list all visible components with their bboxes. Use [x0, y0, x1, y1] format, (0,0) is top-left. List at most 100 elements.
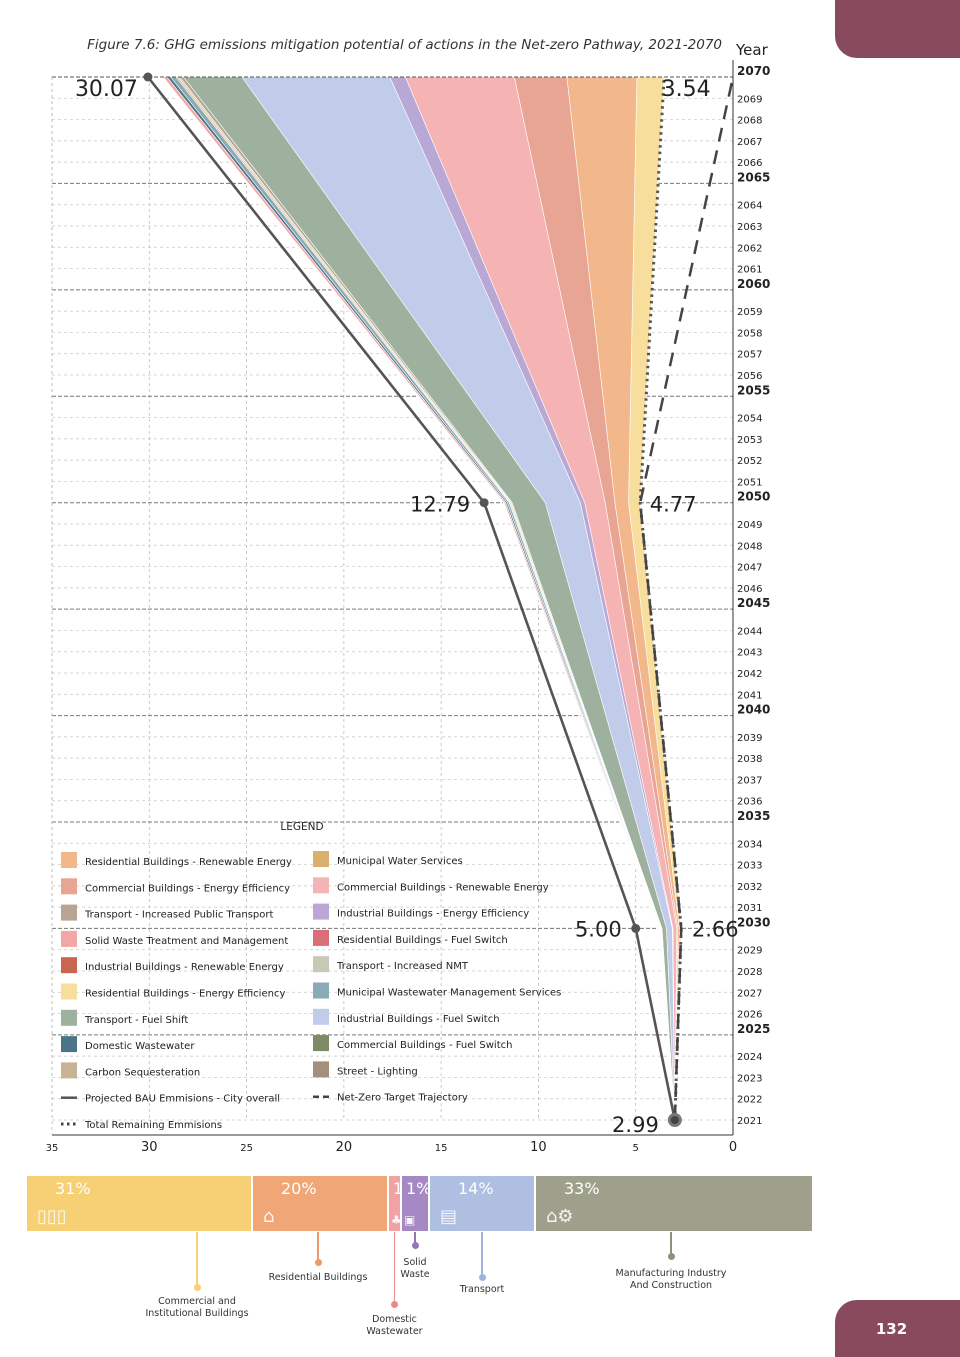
y-tick-label: 2031: [737, 903, 762, 914]
bus-icon: ▤: [440, 1206, 458, 1227]
y-tick-label: 2027: [737, 988, 762, 999]
y-tick-label: 2035: [737, 809, 770, 823]
sector-pin-line: [393, 1232, 396, 1304]
y-tick-label: 2033: [737, 861, 762, 872]
factory-icon: ⌂⚙: [546, 1206, 574, 1227]
legend-title: LEGEND: [280, 821, 323, 833]
value-label: 5.00: [575, 917, 622, 941]
legend-swatch: [313, 956, 329, 973]
y-tick-label: 2051: [737, 477, 762, 488]
bau-emissions-line: [146, 76, 677, 1121]
x-tick-label: 35: [46, 1143, 59, 1154]
bau-point: [479, 498, 489, 508]
sector-share-value: 1%: [406, 1179, 432, 1198]
figure-title: Figure 7.6: GHG emissions mitigation pot…: [87, 37, 722, 53]
y-tick-label: 2068: [737, 116, 762, 127]
legend-label: Transport - Increased Public Transport: [84, 910, 274, 921]
legend-swatch: [61, 983, 77, 1000]
sector-share-value: 31%: [55, 1179, 91, 1198]
y-tick-label: 2062: [737, 243, 762, 254]
legend-label: Carbon Sequesteration: [85, 1067, 200, 1078]
x-tick-label: 20: [336, 1140, 353, 1155]
sector-label: Domestic Wastewater: [366, 1314, 423, 1337]
y-tick-label: 2060: [737, 277, 770, 291]
legend-swatch: [313, 851, 329, 867]
y-tick-label: 2022: [737, 1095, 762, 1106]
y-tick-label: 2067: [737, 137, 762, 148]
y-tick-label: 2052: [737, 456, 762, 467]
y-tick-label: 2047: [737, 563, 762, 574]
legend-label: Projected BAU Emmisions - City overall: [85, 1094, 280, 1105]
legend-label: Domestic Wastewater: [85, 1041, 195, 1052]
legend-swatch: [313, 1035, 329, 1052]
y-tick-label: 2066: [737, 158, 762, 169]
net-zero-trajectory-line: [638, 76, 735, 1121]
legend-swatch: [313, 1008, 329, 1025]
sector-pin-dot: [391, 1301, 398, 1308]
y-tick-label: 2042: [737, 669, 762, 680]
y-tick-label: 2037: [737, 775, 762, 786]
y-tick-label: 2070: [737, 64, 770, 78]
sector-label: Transport: [459, 1284, 505, 1295]
y-tick-label: 2032: [737, 882, 762, 893]
sector-label: Commercial and Institutional Buildings: [145, 1296, 249, 1319]
legend-swatch: [61, 1009, 77, 1026]
y-tick-label: 2043: [737, 648, 762, 659]
value-label: 2.66: [692, 917, 739, 941]
x-tick-label: 15: [435, 1143, 448, 1154]
legend-label: Street - Lighting: [337, 1066, 418, 1077]
y-tick-label: 2028: [737, 967, 762, 978]
legend-swatch: [313, 1061, 329, 1078]
legend-label: Residential Buildings - Renewable Energy: [85, 857, 292, 868]
x-tick-label: 10: [530, 1140, 547, 1155]
sector-pin-dot: [193, 1284, 201, 1291]
y-tick-label: 2026: [737, 1010, 762, 1021]
y-tick-label: 2034: [737, 839, 762, 850]
x-tick-label: 30: [141, 1140, 158, 1155]
y-tick-label: 2050: [737, 490, 770, 504]
legend-label: Commercial Buildings - Energy Efficiency: [85, 883, 290, 894]
page-number: 132: [835, 1300, 960, 1357]
value-label: 30.07: [75, 77, 138, 102]
value-label: 4.77: [650, 493, 697, 517]
y-tick-label: 2041: [737, 690, 762, 701]
legend-swatch: [313, 903, 329, 920]
x-tick-label: 5: [633, 1143, 639, 1154]
legend-label: Residential Buildings - Fuel Switch: [337, 935, 508, 946]
legend-swatch: [61, 904, 77, 921]
y-tick-label: 2061: [737, 265, 762, 276]
sector-pin-line: [481, 1232, 483, 1277]
sector-segment: 20% ⌂: [253, 1176, 387, 1231]
y-tick-label: 2053: [737, 435, 762, 446]
y-axis-title: Year: [735, 41, 769, 59]
sector-pin-dot: [411, 1242, 419, 1249]
sector-share-bar: 31% ▯▯▯ 20% ⌂ 1%♣1% ▣ 14%▤ 33% ⌂⚙: [27, 1176, 829, 1231]
sector-label: Solid Waste: [400, 1257, 430, 1280]
legend-swatch: [61, 930, 77, 947]
legend-label: Municipal Wastewater Management Services: [337, 988, 561, 999]
legend-label: Industrial Buildings - Renewable Energy: [85, 962, 284, 973]
y-tick-label: 2025: [737, 1022, 770, 1036]
sector-share-value: 14%: [458, 1179, 494, 1198]
legend-swatch: [61, 1062, 77, 1079]
legend-swatch: [61, 852, 77, 868]
sector-pin-dot: [478, 1274, 486, 1281]
legend-label: Transport - Increased NMT: [336, 961, 469, 972]
bau-point: [143, 72, 153, 82]
sector-pin-line: [196, 1232, 198, 1287]
legend-swatch: [313, 929, 329, 946]
sector-pin-line: [317, 1232, 319, 1262]
tree-icon: ♣: [391, 1213, 402, 1227]
sector-pin-dot: [667, 1253, 675, 1260]
sector-label: Residential Buildings: [268, 1272, 368, 1283]
y-tick-label: 2029: [737, 946, 762, 957]
sector-share-value: 20%: [281, 1179, 317, 1198]
y-tick-label: 2044: [737, 626, 762, 637]
legend-swatch: [61, 1036, 77, 1053]
legend-label: Residential Buildings - Energy Efficienc…: [85, 989, 285, 1000]
legend-label: Industrial Buildings - Fuel Switch: [337, 1014, 500, 1025]
y-tick-label: 2030: [737, 915, 770, 929]
y-tick-label: 2048: [737, 541, 762, 552]
y-tick-label: 2024: [737, 1052, 762, 1063]
